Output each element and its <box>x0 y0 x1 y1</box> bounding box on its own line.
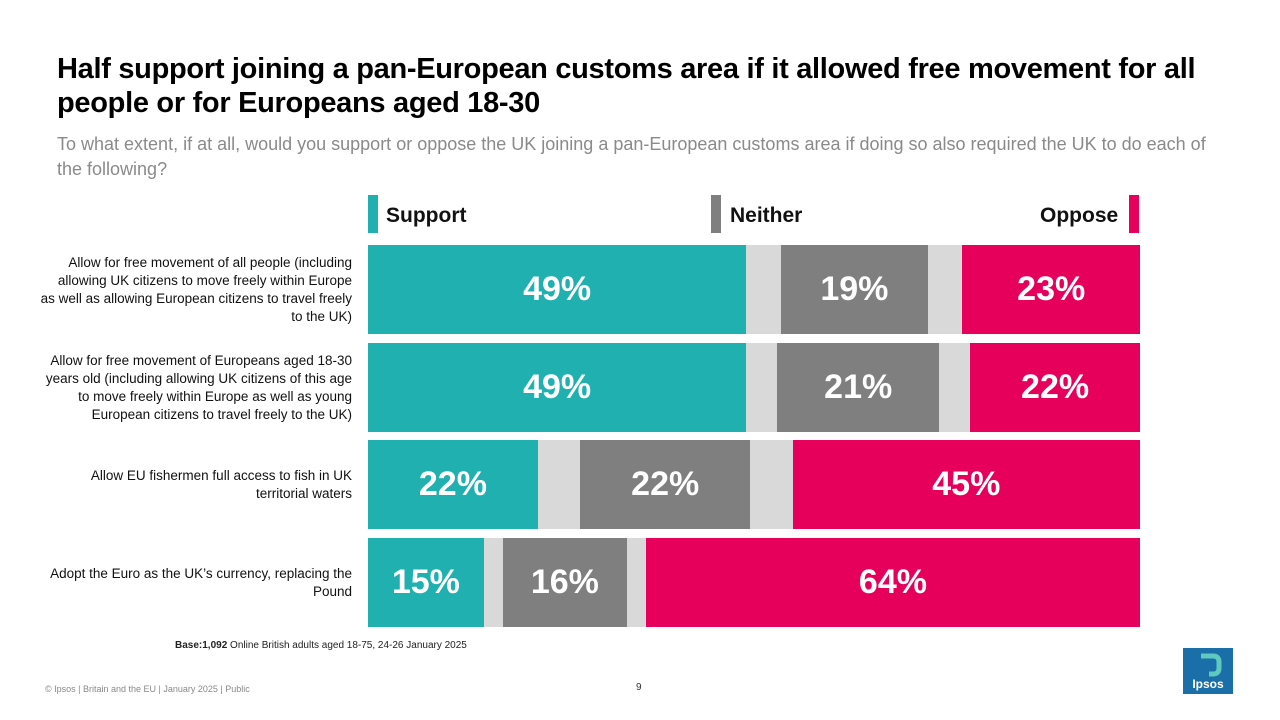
bar-segment-support: 22% <box>368 440 538 529</box>
bar-segment-oppose: 23% <box>962 245 1140 334</box>
ipsos-logo: Ipsos <box>1183 648 1233 694</box>
bar-value-label: 21% <box>824 368 893 406</box>
base-text: Online British adults aged 18-75, 24-26 … <box>227 640 467 651</box>
bar-gap-segment <box>939 343 971 432</box>
bar-segment-neither: 21% <box>777 343 940 432</box>
row-label: Allow EU fishermen full access to fish i… <box>90 467 352 501</box>
legend-neither-label: Neither <box>730 204 803 227</box>
page-subtitle: To what extent, if at all, would you sup… <box>57 134 1206 179</box>
legend-oppose-marker <box>1129 195 1139 233</box>
logo-mark-icon <box>1201 653 1222 677</box>
bar-segment-neither: 16% <box>503 538 627 627</box>
bar-value-label: 16% <box>530 563 599 601</box>
legend-support-marker <box>368 195 378 233</box>
bar-value-label: 49% <box>523 368 592 406</box>
page-number: 9 <box>636 682 642 693</box>
bar-value-label: 64% <box>858 563 927 601</box>
bar-value-label: 49% <box>523 270 592 308</box>
bar-gap-segment <box>746 245 781 334</box>
base-note: Base:1,092 Online British adults aged 18… <box>175 640 467 651</box>
legend-neither-marker <box>711 195 721 233</box>
row-label: Allow for free movement of all people (i… <box>40 254 352 324</box>
bar-value-label: 22% <box>631 465 700 503</box>
bar-gap-segment <box>750 440 793 529</box>
bar-segment-oppose: 64% <box>645 538 1140 627</box>
bar-value-label: 19% <box>820 270 889 308</box>
bar-gap-segment <box>483 538 504 627</box>
bar-value-label: 22% <box>1021 368 1090 406</box>
bar-gap-segment <box>746 343 778 432</box>
bar-value-label: 22% <box>418 465 487 503</box>
legend-oppose-label: Oppose <box>1040 204 1119 227</box>
page-title: Half support joining a pan-European cust… <box>57 53 1196 119</box>
bar-value-label: 45% <box>932 465 1001 503</box>
bar-segment-support: 49% <box>368 245 747 334</box>
bar-gap-segment <box>626 538 646 627</box>
bar-segment-oppose: 45% <box>792 440 1140 529</box>
bar-segment-oppose: 22% <box>970 343 1140 432</box>
bar-segment-neither: 22% <box>580 440 751 529</box>
footer-text: © Ipsos | Britain and the EU | January 2… <box>45 684 250 694</box>
bar-gap-segment <box>927 245 963 334</box>
logo-text: Ipsos <box>1192 677 1224 691</box>
legend-support-label: Support <box>386 204 467 227</box>
bar-segment-support: 49% <box>368 343 747 432</box>
row-label: Allow for free movement of Europeans age… <box>45 352 352 422</box>
bar-value-label: 15% <box>391 563 460 601</box>
bar-segment-support: 15% <box>368 538 484 627</box>
bar-segment-neither: 19% <box>781 245 928 334</box>
bar-gap-segment <box>537 440 581 529</box>
base-bold: Base:1,092 <box>175 640 228 651</box>
row-label: Adopt the Euro as the UK’s currency, rep… <box>50 565 352 599</box>
bar-value-label: 23% <box>1017 270 1086 308</box>
